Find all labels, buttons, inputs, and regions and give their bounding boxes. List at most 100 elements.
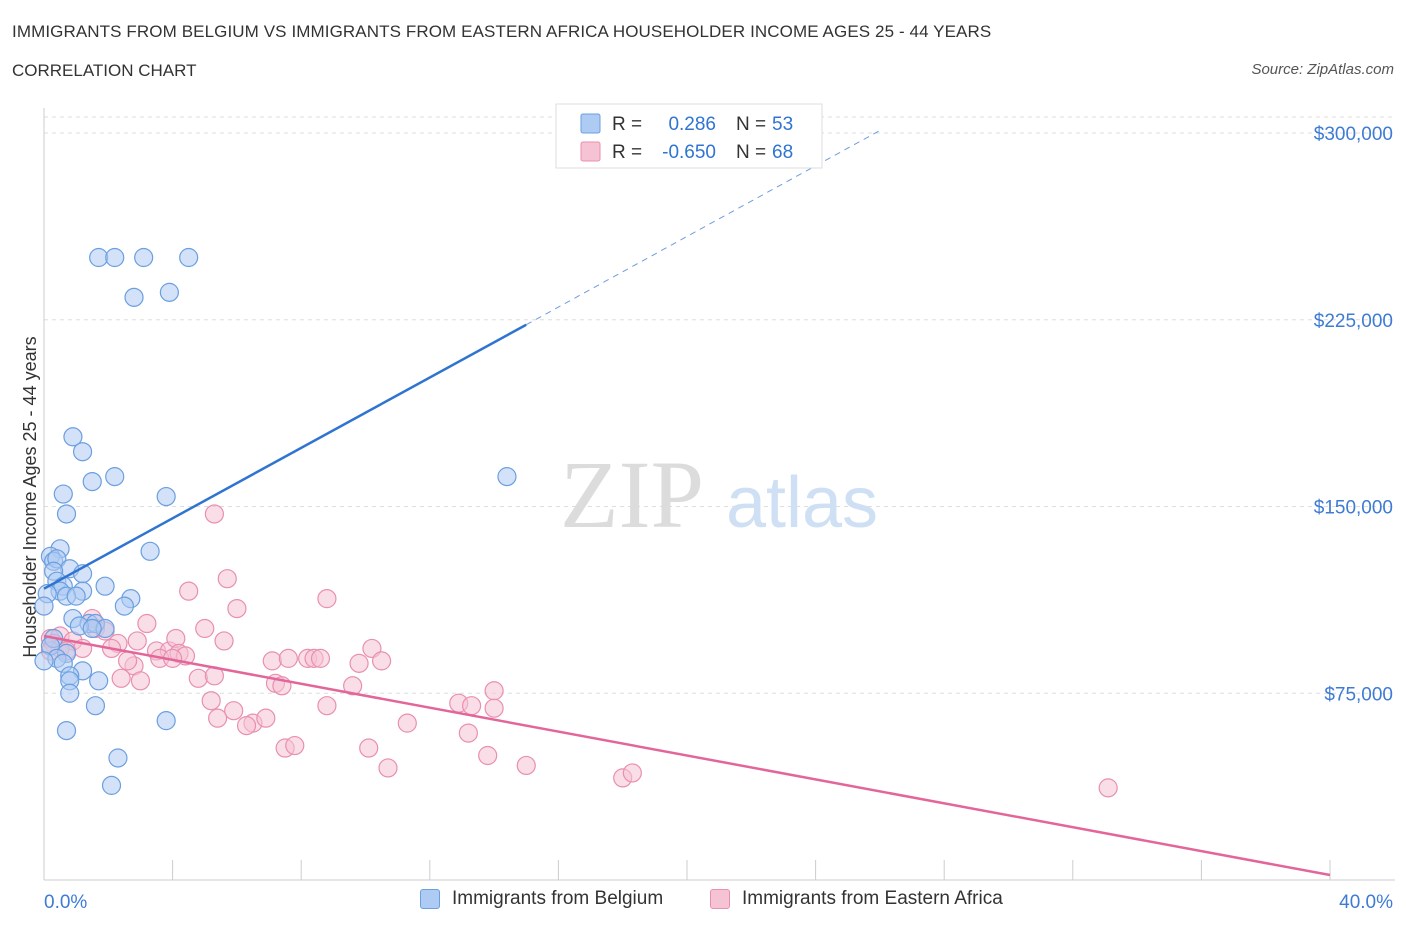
data-point-belgium: [95, 576, 115, 596]
data-point-eastern-africa: [458, 723, 478, 743]
legend-item-belgium[interactable]: Immigrants from Belgium: [420, 888, 663, 910]
data-point-belgium: [56, 504, 77, 524]
data-point-eastern-africa: [204, 504, 224, 524]
legend-label-eastern-africa: Immigrants from Eastern Africa: [742, 888, 1003, 909]
data-point-belgium: [34, 596, 54, 616]
data-point-belgium: [63, 427, 83, 447]
data-point-eastern-africa: [397, 713, 417, 733]
legend-swatch-eastern-africa: [710, 889, 730, 909]
data-point-eastern-africa: [484, 681, 504, 701]
watermark-atlas: atlas: [726, 463, 878, 543]
data-point-eastern-africa: [343, 676, 363, 696]
legend-r-value: 0.286: [668, 114, 716, 135]
data-point-eastern-africa: [359, 738, 379, 758]
trend-line-belgium-extension: [526, 130, 881, 326]
legend-swatch-belgium: [580, 113, 601, 134]
data-point-eastern-africa: [478, 745, 498, 766]
series-eastern-africa-points: [40, 504, 1118, 798]
x-tick-labels: 0.0% 40.0%: [44, 892, 1393, 913]
data-point-belgium: [82, 472, 102, 492]
data-point-eastern-africa: [236, 716, 257, 736]
data-point-eastern-africa: [208, 708, 228, 728]
data-point-eastern-africa: [130, 671, 151, 691]
data-point-belgium: [497, 467, 517, 487]
legend-swatch-belgium: [420, 889, 440, 909]
data-point-belgium: [159, 282, 179, 302]
data-point-eastern-africa: [227, 598, 247, 619]
data-point-belgium: [89, 247, 109, 268]
data-point-eastern-africa: [224, 701, 244, 721]
axes: [43, 108, 1395, 881]
data-point-eastern-africa: [127, 631, 147, 651]
data-point-eastern-africa: [111, 668, 131, 688]
data-point-eastern-africa: [349, 653, 369, 673]
data-point-eastern-africa: [256, 708, 276, 728]
legend-r-label: R =: [612, 114, 642, 135]
y-tick-label: $75,000: [1324, 684, 1393, 705]
y-tick-label: $225,000: [1314, 311, 1393, 332]
data-point-belgium: [34, 651, 54, 671]
chart-title: IMMIGRANTS FROM BELGIUM VS IMMIGRANTS FR…: [12, 22, 992, 41]
legend-n-value: 53: [772, 114, 793, 135]
source-credit: Source: ZipAtlas.com: [1251, 61, 1394, 78]
trend-line-belgium: [43, 323, 527, 590]
data-point-belgium: [89, 671, 109, 691]
data-point-belgium: [56, 720, 77, 741]
data-point-eastern-africa: [622, 763, 642, 783]
data-point-eastern-africa: [195, 618, 215, 639]
data-point-belgium: [72, 442, 93, 462]
trend-lines: [43, 130, 1331, 877]
data-point-eastern-africa: [461, 696, 482, 716]
y-tick-label: $150,000: [1314, 498, 1393, 519]
y-tick-label: $300,000: [1314, 124, 1393, 145]
legend-n-label: N =: [736, 114, 766, 135]
watermark-zip: ZIP: [560, 441, 704, 548]
watermark: ZIP atlas: [560, 441, 878, 548]
legend-swatch-eastern-africa: [580, 141, 601, 162]
data-point-belgium: [124, 287, 144, 307]
legend-r-label: R =: [612, 142, 642, 163]
data-point-eastern-africa: [371, 651, 392, 671]
legend-item-eastern-africa[interactable]: Immigrants from Eastern Africa: [710, 888, 1003, 910]
legend-r-value: -0.650: [662, 142, 716, 163]
y-axis-label: Householder Income Ages 25 - 44 years: [20, 336, 40, 657]
data-point-belgium: [105, 467, 125, 487]
data-point-eastern-africa: [285, 735, 305, 756]
data-point-belgium: [114, 596, 134, 616]
x-tick-label-max: 40.0%: [1339, 892, 1393, 913]
y-tick-labels: $75,000 $150,000 $225,000 $300,000: [1314, 124, 1393, 705]
data-point-belgium: [53, 484, 73, 504]
data-point-belgium: [134, 247, 154, 268]
legend-bottom: Immigrants from Belgium Immigrants from …: [0, 888, 1406, 918]
trend-line-eastern-africa: [43, 634, 1331, 877]
data-point-eastern-africa: [516, 755, 536, 776]
data-point-belgium: [108, 748, 128, 768]
data-point-belgium: [101, 775, 122, 795]
data-point-eastern-africa: [117, 651, 138, 671]
data-point-eastern-africa: [317, 696, 337, 716]
data-point-eastern-africa: [484, 698, 504, 718]
data-point-eastern-africa: [378, 758, 398, 778]
data-point-eastern-africa: [188, 668, 208, 688]
data-point-eastern-africa: [214, 631, 234, 651]
data-point-eastern-africa: [137, 613, 157, 634]
data-point-belgium: [60, 683, 80, 703]
data-point-belgium: [82, 618, 102, 639]
data-point-eastern-africa: [262, 651, 282, 671]
data-point-eastern-africa: [278, 648, 298, 668]
data-point-belgium: [156, 486, 176, 507]
data-point-belgium: [85, 696, 106, 716]
legend-label-belgium: Immigrants from Belgium: [452, 888, 664, 909]
data-point-eastern-africa: [317, 589, 337, 609]
data-point-eastern-africa: [310, 648, 331, 668]
data-point-eastern-africa: [1098, 778, 1118, 798]
data-point-belgium: [140, 541, 160, 561]
data-point-eastern-africa: [201, 691, 221, 711]
data-point-belgium: [105, 247, 125, 268]
data-point-eastern-africa: [179, 581, 199, 601]
x-tick-label-min: 0.0%: [44, 892, 87, 913]
legend-n-value: 68: [772, 142, 793, 163]
grid-lines: [44, 116, 1395, 694]
chart-subtitle: CORRELATION CHART: [12, 61, 197, 80]
